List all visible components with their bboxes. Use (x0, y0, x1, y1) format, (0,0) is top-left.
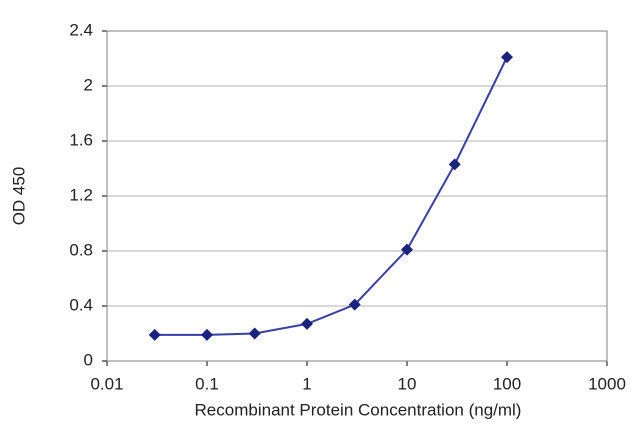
y-tick-label: 1.2 (69, 185, 93, 204)
data-point (348, 298, 361, 311)
y-tick-label: 0 (84, 350, 93, 369)
x-tick-label: 1 (302, 374, 311, 393)
data-point (201, 328, 213, 341)
plot-frame (106, 30, 608, 362)
x-tick-label: 100 (493, 374, 521, 393)
y-tick-label: 1.6 (69, 130, 93, 149)
x-tick-label: 1000 (588, 374, 626, 393)
x-tick-label: 0.01 (90, 374, 123, 393)
x-tick-label: 10 (398, 374, 417, 393)
data-point (401, 243, 413, 256)
data-line (154, 56, 508, 336)
y-axis-title: OD 450 (9, 167, 28, 226)
data-point (148, 328, 161, 341)
x-tick-label: 0.1 (195, 374, 219, 393)
data-point (248, 327, 261, 340)
y-tick-label: 0.8 (69, 240, 93, 259)
y-tick-label: 2.4 (69, 20, 93, 39)
data-point (301, 317, 313, 330)
data-point (448, 158, 461, 171)
x-axis-title: Recombinant Protein Concentration (ng/ml… (195, 400, 522, 419)
data-point (501, 51, 513, 64)
y-tick-label: 0.4 (69, 295, 93, 314)
y-tick-label: 2 (84, 75, 93, 94)
